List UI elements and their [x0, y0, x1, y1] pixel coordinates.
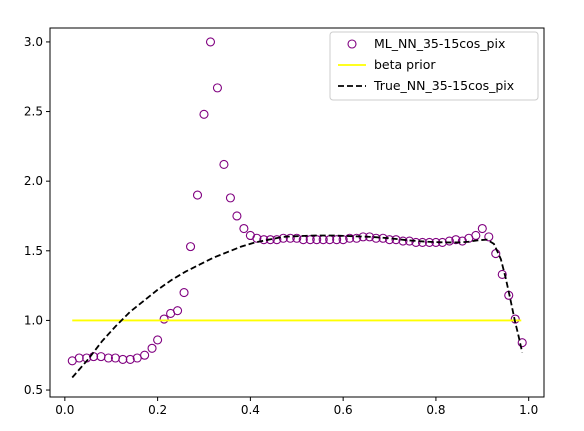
x-tick-label: 0.0 [55, 403, 74, 417]
x-tick-label: 0.4 [241, 403, 260, 417]
series-line-2 [71, 234, 524, 379]
data-point [173, 306, 183, 316]
data-point [332, 235, 342, 245]
data-point [225, 193, 235, 203]
data-point [398, 236, 408, 246]
data-point [292, 233, 302, 243]
data-point [471, 230, 481, 241]
data-point [179, 288, 189, 298]
legend-label-0: ML_NN_35-15cos_pix [374, 36, 505, 51]
data-point [272, 235, 282, 245]
data-point [153, 335, 163, 345]
data-point [510, 314, 520, 324]
data-point [411, 237, 421, 247]
data-point [118, 354, 128, 364]
legend-marker-0 [347, 39, 357, 49]
data-point [352, 233, 362, 243]
y-tick-label: 0.5 [24, 383, 43, 397]
legend-label-2: True_NN_35-15cos_pix [373, 78, 514, 93]
y-tick-label: 1.5 [24, 244, 43, 258]
data-point [285, 233, 295, 243]
y-tick-label: 2.5 [24, 105, 43, 119]
y-tick-label: 1.0 [24, 313, 43, 327]
data-point [497, 269, 507, 280]
data-point [345, 233, 355, 243]
data-point [125, 354, 135, 364]
data-point [517, 338, 527, 348]
legend-label-1: beta prior [374, 57, 436, 72]
data-point [444, 236, 454, 246]
data-point [212, 83, 222, 93]
y-tick-label: 2.0 [24, 174, 43, 188]
data-point [239, 223, 249, 234]
data-point [252, 233, 262, 243]
x-tick-label: 0.6 [334, 403, 353, 417]
data-point [484, 232, 494, 242]
data-point [192, 190, 203, 200]
data-point [199, 109, 209, 119]
data-point [371, 233, 381, 243]
axes-frame [49, 27, 545, 398]
series-layer [67, 37, 527, 379]
data-point [159, 314, 169, 324]
data-point [185, 242, 196, 252]
data-point [305, 235, 315, 245]
data-point [74, 353, 84, 363]
x-tick-label: 1.0 [519, 403, 538, 417]
x-tick-label: 0.8 [426, 403, 445, 417]
data-point [232, 211, 242, 221]
x-tick-label: 0.2 [148, 403, 167, 417]
data-point [219, 159, 229, 170]
y-tick-label: 3.0 [24, 35, 43, 49]
data-point [417, 237, 428, 247]
data-point [391, 235, 401, 245]
legend-box [329, 31, 539, 101]
data-point [140, 350, 150, 360]
data-point [205, 37, 216, 47]
data-point [477, 223, 487, 234]
data-point [147, 343, 157, 353]
data-point [103, 353, 113, 363]
axes-layer: 0.0 0.2 0.4 0.6 0.8 1.0 0.5 1.0 1.5 2.0 2.5 3.0 [24, 27, 545, 417]
data-point [451, 235, 461, 245]
data-point [384, 235, 395, 245]
